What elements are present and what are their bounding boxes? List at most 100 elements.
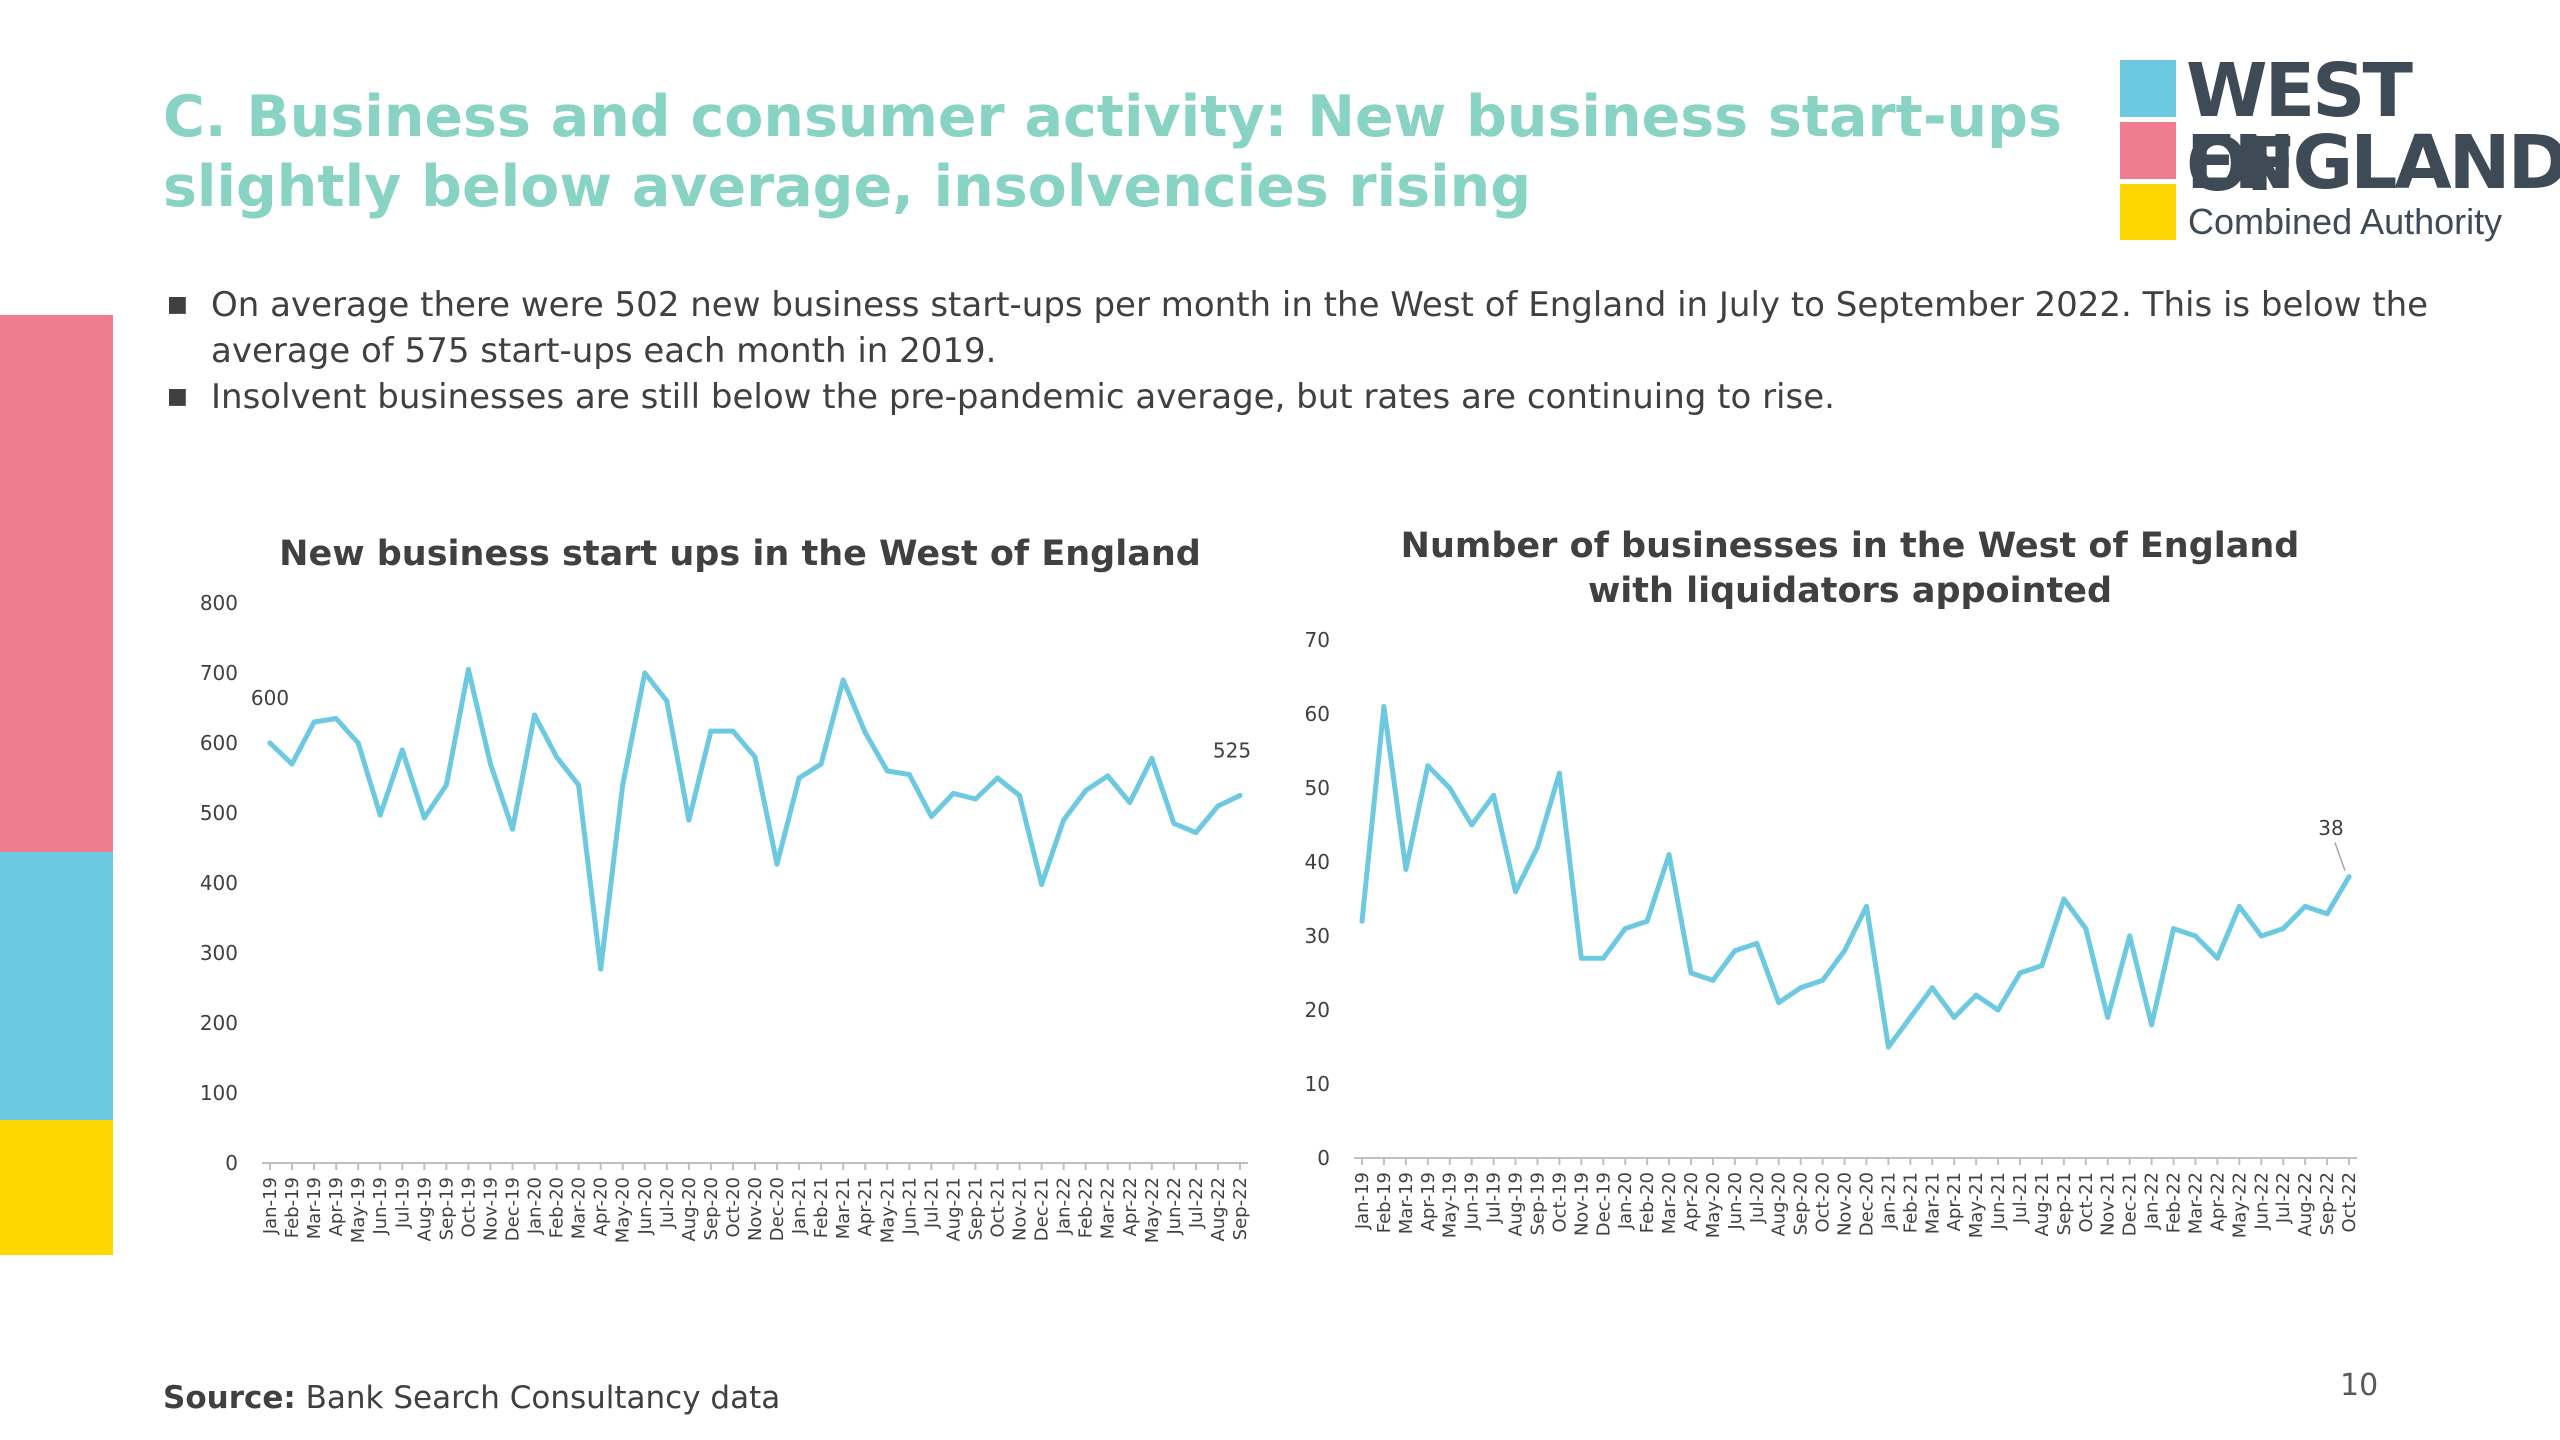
startups-x-tick-label: Aug-21 <box>943 1177 964 1242</box>
startups-data-point <box>554 754 560 760</box>
startups-data-point <box>576 782 582 788</box>
liquidations-data-point <box>2061 896 2067 902</box>
liquidations-x-tick-label: Jul-22 <box>2273 1172 2294 1224</box>
startups-x-tick-label: Feb-19 <box>282 1177 303 1238</box>
liquidations-data-point <box>1359 918 1365 924</box>
liquidations-x-tick-label: Jan-21 <box>1878 1172 1899 1230</box>
liquidations-data-point <box>2346 874 2352 880</box>
liquidations-data-point <box>1556 770 1562 776</box>
bullet-list: ■ On average there were 502 new business… <box>163 282 2463 420</box>
startups-data-point <box>421 815 427 821</box>
startups-data-point <box>333 716 339 721</box>
startups-x-tick-label: Jul-19 <box>392 1177 413 1229</box>
liquidations-data-point <box>1710 977 1716 983</box>
title-line-1: C. Business and consumer activity: New b… <box>163 84 2062 150</box>
liquidations-data-point <box>2105 1014 2111 1020</box>
liquidations-x-tick-label: May-21 <box>1966 1172 1987 1238</box>
startups-x-tick-label: Jul-20 <box>657 1177 678 1229</box>
startups-data-point <box>311 719 317 725</box>
liquidations-data-point <box>1491 792 1497 798</box>
liquidations-x-tick-label: May-19 <box>1440 1172 1461 1238</box>
startups-data-point <box>1083 788 1089 794</box>
liquidations-data-point <box>2302 903 2308 909</box>
startups-y-tick-label: 700 <box>200 661 238 685</box>
liquidations-x-tick-label: Apr-20 <box>1681 1172 1702 1231</box>
startups-data-point <box>1061 817 1067 823</box>
liquidations-x-tick-label: Aug-22 <box>2295 1172 2316 1237</box>
liquidations-x-tick-label: Oct-19 <box>1549 1172 1570 1233</box>
liquidations-data-point <box>1973 992 1979 998</box>
startups-data-point <box>686 817 692 823</box>
liquidations-x-tick-label: Jan-20 <box>1615 1172 1636 1230</box>
liquidations-data-point <box>1381 704 1387 710</box>
liquidations-data-point <box>2192 933 2198 939</box>
startups-data-point <box>1105 773 1111 779</box>
startups-data-label: 525 <box>1213 739 1251 763</box>
bullet-icon: ■ <box>167 384 188 409</box>
liquidations-data-point <box>1425 763 1431 769</box>
bullet-text-1a: On average there were 502 new business s… <box>211 285 2429 325</box>
liquidations-data-point <box>1820 977 1826 983</box>
startups-x-tick-label: Mar-21 <box>833 1177 854 1239</box>
startups-data-point <box>972 796 978 802</box>
page-title: C. Business and consumer activity: New b… <box>163 82 2063 222</box>
startups-data-point <box>752 754 758 760</box>
liquidations-chart-title-line-2: with liquidators appointed <box>1587 571 2113 611</box>
startups-x-tick-label: Nov-20 <box>745 1177 766 1241</box>
bullet-item: ■ On average there were 502 new business… <box>163 282 2463 374</box>
liquidations-data-point <box>2171 926 2177 932</box>
liquidations-data-label-leader <box>2334 842 2346 872</box>
startups-x-tick-label: Sep-21 <box>965 1177 986 1240</box>
liquidations-x-tick-label: Jun-22 <box>2251 1172 2272 1231</box>
source-text: Bank Search Consultancy data <box>305 1380 781 1416</box>
startups-data-point <box>355 740 361 746</box>
liquidations-x-tick-label: Jan-22 <box>2142 1172 2163 1230</box>
liquidations-x-tick-label: Jul-20 <box>1747 1172 1768 1224</box>
startups-data-point <box>267 740 273 746</box>
liquidations-x-tick-label: Nov-20 <box>1835 1172 1856 1236</box>
startups-data-point <box>928 814 934 819</box>
liquidations-x-tick-label: Feb-22 <box>2164 1172 2185 1233</box>
liquidations-y-tick-label: 70 <box>1305 628 1330 652</box>
startups-chart-title: New business start ups in the West of En… <box>279 534 1201 574</box>
liquidations-x-tick-label: Jul-21 <box>2010 1172 2031 1224</box>
logo: WEST OF ENGLAND Combined Authority <box>2120 54 2560 250</box>
liquidations-data-point <box>1600 955 1606 961</box>
startups-data-point <box>377 812 383 818</box>
startups-y-tick-label: 0 <box>225 1151 238 1175</box>
startups-x-tick-label: Jul-21 <box>921 1177 942 1229</box>
liquidations-x-tick-label: Jan-19 <box>1352 1172 1373 1230</box>
startups-x-tick-label: May-20 <box>613 1177 634 1243</box>
bullet-item: ■ Insolvent businesses are still below t… <box>163 374 2463 420</box>
startups-y-tick-label: 600 <box>200 731 238 755</box>
startups-x-tick-label: Apr-21 <box>855 1177 876 1236</box>
startups-x-tick-label: Jun-22 <box>1164 1177 1185 1236</box>
liquidations-y-tick-label: 10 <box>1305 1072 1330 1096</box>
startups-data-point <box>862 730 868 735</box>
liquidations-x-tick-label: Nov-21 <box>2098 1172 2119 1236</box>
startups-x-tick-label: Jun-21 <box>899 1177 920 1236</box>
startups-data-point <box>399 747 405 753</box>
liquidations-data-point <box>1929 985 1935 991</box>
liquidations-x-tick-label: Aug-21 <box>2032 1172 2053 1237</box>
liquidations-x-tick-label: Aug-19 <box>1506 1172 1527 1237</box>
liquidations-x-tick-label: Apr-19 <box>1418 1172 1439 1231</box>
startups-x-tick-label: Apr-22 <box>1120 1177 1141 1236</box>
liquidations-y-tick-label: 50 <box>1305 776 1330 800</box>
startups-data-point <box>532 712 538 718</box>
liquidations-x-tick-label: Feb-20 <box>1637 1172 1658 1233</box>
liquidations-data-point <box>1776 1000 1782 1006</box>
liquidations-data-point <box>2258 933 2264 939</box>
liquidations-x-tick-label: Sep-20 <box>1791 1172 1812 1235</box>
liquidations-chart: Number of businesses in the West of Engl… <box>1290 500 2410 1300</box>
startups-data-point <box>708 728 714 734</box>
startups-data-label: 600 <box>251 686 289 710</box>
startups-data-point <box>642 670 648 676</box>
startups-x-tick-label: Aug-20 <box>679 1177 700 1242</box>
liquidations-data-point <box>1644 918 1650 924</box>
startups-data-point <box>774 861 780 867</box>
liquidations-x-tick-label: Oct-20 <box>1813 1172 1834 1233</box>
liquidations-data-point <box>1951 1014 1957 1020</box>
startups-x-tick-label: Jun-20 <box>635 1177 656 1236</box>
